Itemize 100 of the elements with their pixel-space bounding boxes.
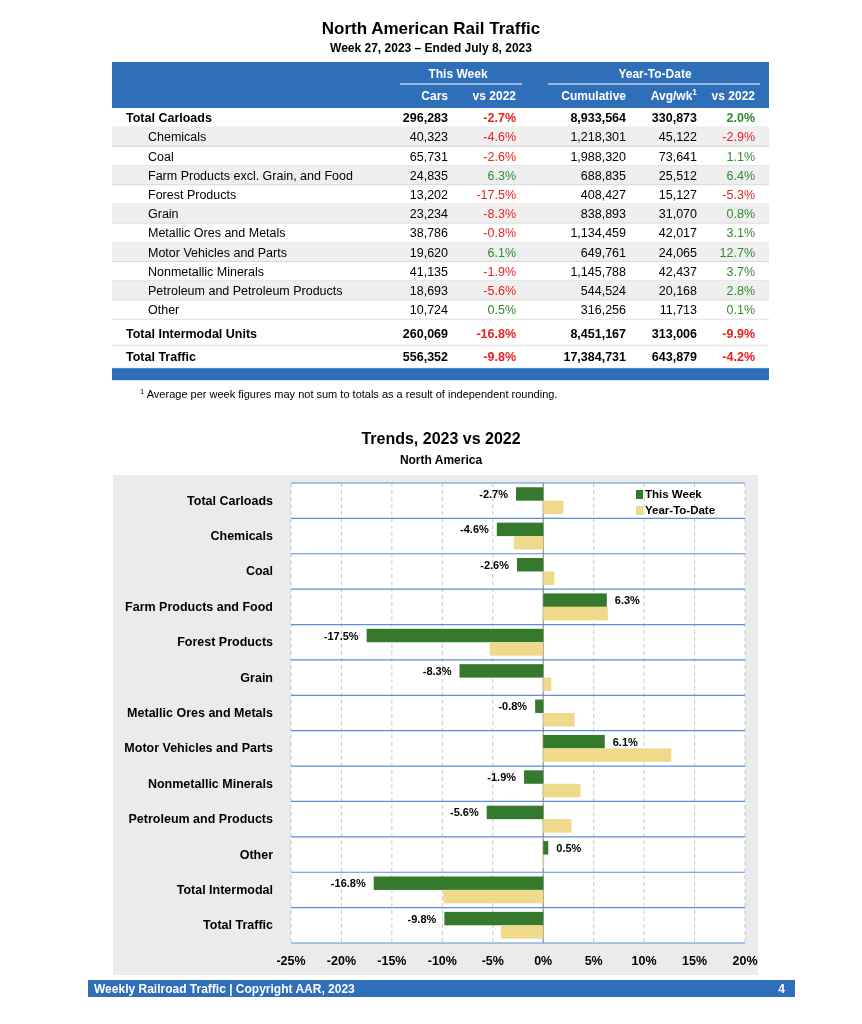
data-label: 42,017 (658, 226, 698, 241)
y-tick-label: Petroleum and Products (128, 812, 274, 827)
data-label: -2.6% (483, 149, 516, 164)
legend-label: Year-To-Date (645, 504, 716, 516)
data-label: 8,933,564 (570, 111, 627, 126)
text: This Week (428, 67, 488, 81)
data-label: 0.1% (726, 303, 755, 318)
data-label: 24,835 (409, 168, 449, 183)
category-label: Total Intermodal Units (126, 327, 258, 342)
data-label: -2.9% (722, 130, 755, 145)
data-label: -2.7% (483, 111, 516, 126)
data-label: 31,070 (658, 207, 698, 222)
x-tick-label: -20% (326, 954, 357, 968)
data-label: 260,069 (402, 327, 449, 342)
bar (373, 876, 544, 890)
bar (444, 911, 544, 926)
data-label: 408,427 (580, 187, 627, 202)
data-label: 0.5% (556, 841, 582, 854)
data-label: 316,256 (580, 303, 627, 318)
bar (513, 536, 544, 550)
data-label: -9.9% (722, 327, 755, 342)
bar (500, 925, 544, 939)
data-label: -0.8% (498, 700, 528, 713)
data-label: 6.4% (726, 168, 755, 183)
text: 4 (778, 982, 786, 996)
y-tick-label: Chemicals (210, 529, 274, 544)
data-label: 0.8% (726, 207, 755, 222)
text: $^{1}$ Average per week figures may not sum to totals as a result of independent rounding. (140, 386, 558, 401)
bar (535, 699, 544, 713)
y-tick-label: Grain (240, 670, 273, 685)
text: Week 27, 2023 – Ended July 8, 2023 (330, 41, 533, 55)
data-label: 296,283 (402, 111, 449, 126)
category-label: Petroleum and Petroleum Products (148, 283, 343, 298)
bar (543, 713, 575, 727)
data-label: -2.6% (480, 558, 510, 571)
data-label: 1.1% (726, 149, 755, 164)
y-tick-label: Total Carloads (187, 493, 274, 508)
data-label: -4.6% (483, 130, 516, 145)
x-tick-label: -25% (276, 954, 306, 968)
data-label: 10,724 (409, 303, 449, 318)
text: Avg/wk$^{1}$ (650, 87, 698, 103)
chart-title: Trends, 2023 vs 2022 (361, 430, 521, 447)
x-tick-label: 0% (534, 954, 553, 968)
data-label: -17.5% (476, 187, 516, 202)
data-label: -5.6% (483, 283, 516, 298)
text: Cumulative (561, 89, 627, 103)
bar (543, 606, 608, 621)
x-tick-label: 15% (682, 954, 708, 968)
data-label: -5.3% (722, 187, 755, 202)
chart-subtitle: North America (399, 453, 483, 467)
category-label: Farm Products excl. Grain, and Food (148, 168, 353, 183)
bar (496, 522, 544, 537)
data-label: 13,202 (409, 187, 449, 202)
category-label: Coal (148, 149, 174, 164)
data-label: 556,352 (402, 350, 449, 365)
y-tick-label: Motor Vehicles and Parts (124, 741, 274, 756)
data-label: 649,761 (580, 245, 627, 260)
data-label: 41,135 (409, 264, 449, 279)
data-label: 313,006 (651, 327, 698, 342)
bar (524, 770, 544, 784)
data-label: 42,437 (658, 264, 698, 279)
y-tick-label: Total Intermodal (176, 882, 273, 897)
bar (515, 487, 544, 501)
x-tick-label: -10% (427, 954, 457, 968)
data-label: 20,168 (658, 283, 698, 298)
data-label: 6.3% (487, 168, 516, 183)
data-label: 24,065 (658, 245, 698, 260)
data-label: 1,988,320 (570, 149, 627, 164)
bar (489, 642, 544, 656)
data-label: -1.9% (487, 771, 517, 784)
category-label: Other (148, 303, 180, 318)
data-label: 40,323 (409, 130, 449, 145)
y-tick-label: Nonmetallic Minerals (147, 776, 274, 791)
data-label: 643,879 (651, 350, 698, 365)
data-label: 688,835 (580, 168, 627, 183)
data-label: 73,641 (658, 149, 698, 164)
bar (543, 841, 549, 855)
data-label: -9.8% (407, 912, 437, 925)
bar (543, 677, 552, 692)
bar (443, 889, 544, 904)
data-label: 45,122 (658, 130, 698, 145)
bar (543, 783, 581, 798)
data-label: 23,234 (409, 207, 449, 222)
data-label: 11,713 (659, 303, 698, 318)
data-label: 18,693 (409, 283, 449, 298)
data-label: 38,786 (409, 226, 449, 241)
data-label: 3.7% (726, 264, 755, 279)
data-label: 8,451,167 (570, 327, 627, 342)
data-label: 12.7% (719, 245, 755, 260)
y-tick-label: Farm Products and Food (125, 599, 273, 614)
bar (543, 500, 564, 515)
data-label: 1,218,301 (570, 130, 627, 145)
bar (516, 558, 544, 572)
data-label: 6.3% (614, 594, 641, 607)
data-label: 15,127 (658, 187, 698, 202)
bar (543, 819, 572, 833)
x-tick-label: -5% (481, 954, 504, 968)
text: Cars (421, 89, 449, 103)
data-label: 1,145,788 (570, 264, 627, 279)
data-label: 6.1% (487, 245, 516, 260)
